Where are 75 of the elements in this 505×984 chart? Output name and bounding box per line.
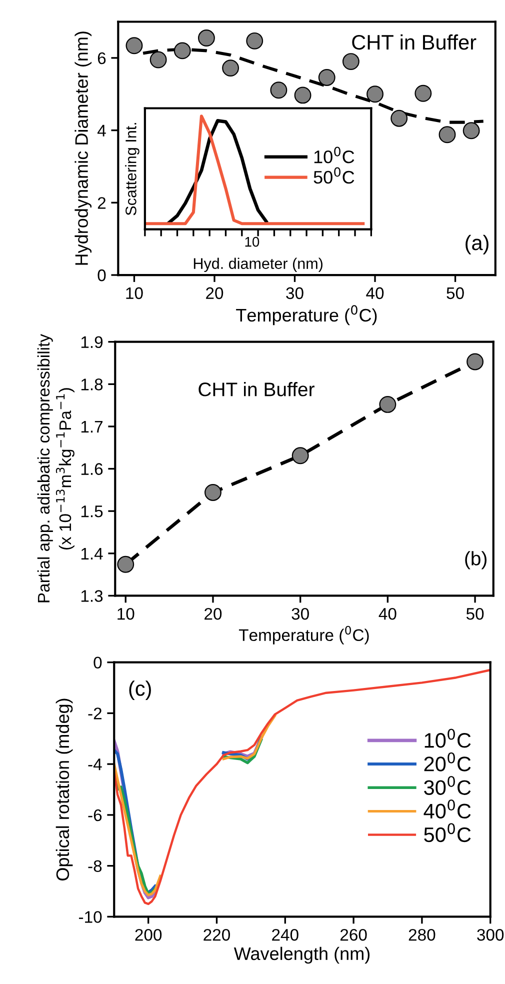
x-tick-label: 10: [126, 287, 143, 300]
point: [117, 556, 134, 573]
x-tick-label: 10: [118, 608, 134, 620]
x-tick-label: 40: [378, 608, 396, 620]
y-tick-label: 0: [98, 269, 106, 282]
y-tick-label: 0: [94, 656, 102, 669]
point: [379, 396, 396, 413]
point: [366, 86, 384, 103]
y-tick-label: 1.5: [81, 506, 103, 518]
point: [222, 60, 240, 77]
y-tick-label: 1.4: [81, 548, 103, 560]
point: [414, 84, 432, 102]
annotation: (c): [129, 680, 151, 700]
y-axis-title: Optical rotation (mdeg): [56, 698, 73, 880]
y-tick-label: -4: [88, 758, 102, 770]
point: [466, 353, 484, 370]
x-tick-label: 30: [292, 608, 309, 620]
x-tick-label: 240: [272, 928, 298, 941]
y-tick-label: 2: [98, 197, 106, 209]
point: [204, 484, 222, 501]
point: [246, 32, 264, 50]
point: [438, 126, 456, 144]
x-tick-label: 300: [477, 928, 504, 941]
text: Partial app. adiabatic compressibility (x 10$^{−13}$m$^{3}$kg$^{−1}$Pa$^{−1}$): [37, 334, 74, 602]
point: [318, 68, 336, 86]
y-tick-label: 6: [98, 52, 106, 64]
point: [292, 447, 309, 464]
y-tick-label: 4: [97, 124, 106, 136]
x-tick-label: 30: [286, 287, 304, 300]
y-tick-label: 1.3: [81, 590, 103, 602]
legend-label: 40$^{0}$C: [424, 800, 471, 819]
x-tick-label: 280: [408, 928, 436, 941]
point: [342, 53, 360, 70]
x-tick-label: 220: [204, 928, 230, 941]
annotation: (b): [465, 551, 487, 570]
legend-label: 30$^{0}$C: [424, 776, 471, 795]
point: [294, 86, 312, 104]
line-series: [114, 668, 490, 906]
x-tick-label: 20: [204, 608, 222, 620]
point: [126, 37, 143, 54]
legend-label: 50$^{0}$C: [314, 167, 354, 184]
annotation: 10: [245, 236, 260, 247]
y-axis-title: Scattering Int.: [125, 123, 140, 216]
point: [462, 122, 480, 140]
y-tick-label: 1.9: [81, 336, 103, 348]
annotation: (a): [466, 234, 488, 254]
x-axis-title: Temperature ($^{0}$C): [238, 626, 369, 644]
point: [174, 42, 191, 60]
y-axis-title: Hydrodynamic Diameter (nm): [74, 32, 92, 265]
legend-label: 50$^{0}$C: [424, 823, 471, 842]
x-axis-title: Hyd. diameter (nm): [194, 258, 322, 272]
point: [390, 110, 408, 127]
annotation: CHT in Buffer: [198, 382, 314, 396]
y-tick-label: 1.6: [81, 463, 103, 475]
x-tick-label: 50: [466, 608, 484, 620]
x-axis-title: Temperature ($^{0}$C): [236, 305, 377, 326]
y-tick-label: 1.8: [81, 378, 103, 390]
point: [150, 51, 167, 68]
y-tick-label: -6: [88, 809, 102, 822]
x-tick-label: 260: [340, 928, 367, 941]
y-tick-label: -2: [88, 708, 102, 720]
legend-label: 10$^{0}$C: [424, 728, 471, 748]
y-tick-label: 1.7: [81, 421, 102, 433]
y-tick-label: -10: [78, 911, 102, 923]
x-tick-label: 20: [206, 287, 224, 300]
y-tick-label: -8: [88, 860, 102, 872]
point: [270, 82, 288, 99]
point: [198, 30, 215, 46]
x-axis-title: Wavelength (nm): [234, 946, 370, 964]
annotation: CHT in Buffer: [352, 34, 476, 50]
x-tick-label: 50: [446, 287, 464, 300]
x-tick-label: 40: [366, 287, 384, 300]
x-tick-label: 200: [135, 928, 162, 941]
legend-label: 20$^{0}$C: [424, 752, 471, 772]
legend-label: 10$^{0}$C: [314, 146, 354, 164]
